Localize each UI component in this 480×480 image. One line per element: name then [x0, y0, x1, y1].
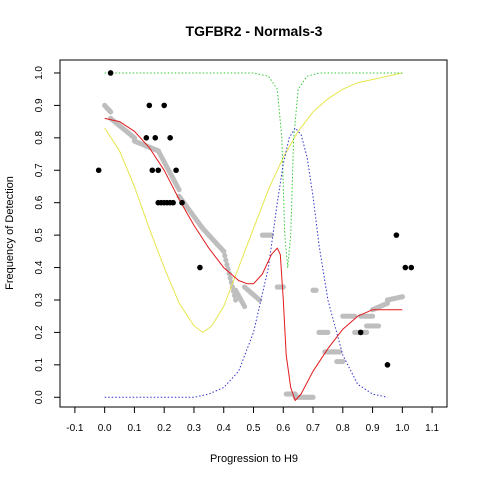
- gray-point: [313, 288, 318, 293]
- x-tick-label: 0.0: [98, 423, 112, 434]
- black-point: [108, 70, 114, 76]
- gray-point: [310, 395, 315, 400]
- gray-point: [176, 187, 181, 192]
- gray-point: [221, 249, 226, 254]
- gray-point: [340, 359, 345, 364]
- x-tick-label: 0.5: [247, 423, 261, 434]
- y-tick-label: 0.4: [34, 260, 45, 274]
- x-tick-label: 1.1: [425, 423, 439, 434]
- gray-point: [370, 314, 375, 319]
- x-tick-label: 0.1: [127, 423, 141, 434]
- curves: [105, 73, 403, 401]
- black-point: [394, 232, 400, 238]
- gray-point: [376, 323, 381, 328]
- black-point: [170, 200, 176, 206]
- x-tick-label: 0.4: [217, 423, 231, 434]
- black-point: [161, 103, 167, 109]
- x-tick-label: 0.7: [306, 423, 320, 434]
- black-point: [358, 330, 364, 336]
- gray-point: [222, 253, 227, 258]
- y-tick-label: 0.8: [34, 130, 45, 144]
- x-tick-label: 0.2: [157, 423, 171, 434]
- black-points-series: [96, 70, 414, 367]
- x-tick-label: 0.6: [276, 423, 290, 434]
- black-point: [197, 265, 203, 271]
- blue-curve: [105, 128, 388, 397]
- x-tick-label: 0.3: [187, 423, 201, 434]
- black-point: [403, 265, 409, 271]
- gray-point: [400, 294, 405, 299]
- black-point: [167, 135, 173, 141]
- x-tick-label: 1.0: [395, 423, 409, 434]
- black-point: [385, 362, 391, 368]
- x-tick-label: 0.8: [336, 423, 350, 434]
- x-tick-label: -0.1: [66, 423, 84, 434]
- gray-point: [352, 314, 357, 319]
- black-point: [155, 167, 161, 173]
- gray-points-series: [102, 103, 405, 400]
- gray-point: [228, 275, 233, 280]
- y-tick-label: 0.5: [34, 228, 45, 242]
- gray-point: [281, 284, 286, 289]
- black-point: [152, 135, 158, 141]
- black-point: [179, 200, 185, 206]
- plot-frame: [60, 60, 447, 407]
- y-tick-label: 0.0: [34, 390, 45, 404]
- x-axis-label: Progression to H9: [210, 453, 298, 465]
- y-tick-label: 0.7: [34, 163, 45, 177]
- x-tick-label: 0.9: [366, 423, 380, 434]
- black-point: [144, 135, 150, 141]
- gray-point: [224, 262, 229, 267]
- gray-point: [108, 109, 113, 114]
- y-tick-label: 0.6: [34, 195, 45, 209]
- y-tick-label: 0.2: [34, 325, 45, 339]
- black-point: [147, 103, 153, 109]
- y-tick-label: 0.1: [34, 357, 45, 371]
- y-tick-label: 0.3: [34, 293, 45, 307]
- green-curve: [105, 73, 403, 268]
- black-point: [96, 167, 102, 173]
- gray-point: [325, 330, 330, 335]
- y-tick-label: 1.0: [34, 66, 45, 80]
- x-axis: -0.1 0.0 0.1 0.2 0.3 0.4 0.5 0.6 0.7 0.8 0.9 1.0 1.1: [66, 407, 439, 434]
- red-curve: [105, 118, 403, 400]
- y-axis: 0.0 0.1 0.2 0.3 0.4 0.5 0.6 0.7 0.8 0.9 1.0: [34, 66, 60, 405]
- chart-title: TGFBR2 - Normals-3: [186, 23, 323, 39]
- gray-point: [223, 258, 228, 263]
- y-tick-label: 0.9: [34, 98, 45, 112]
- gray-point: [242, 304, 247, 309]
- black-point: [149, 167, 155, 173]
- gray-point: [364, 330, 369, 335]
- y-axis-label: Frequency of Detection: [4, 176, 16, 290]
- black-point: [408, 265, 414, 271]
- black-point: [173, 167, 179, 173]
